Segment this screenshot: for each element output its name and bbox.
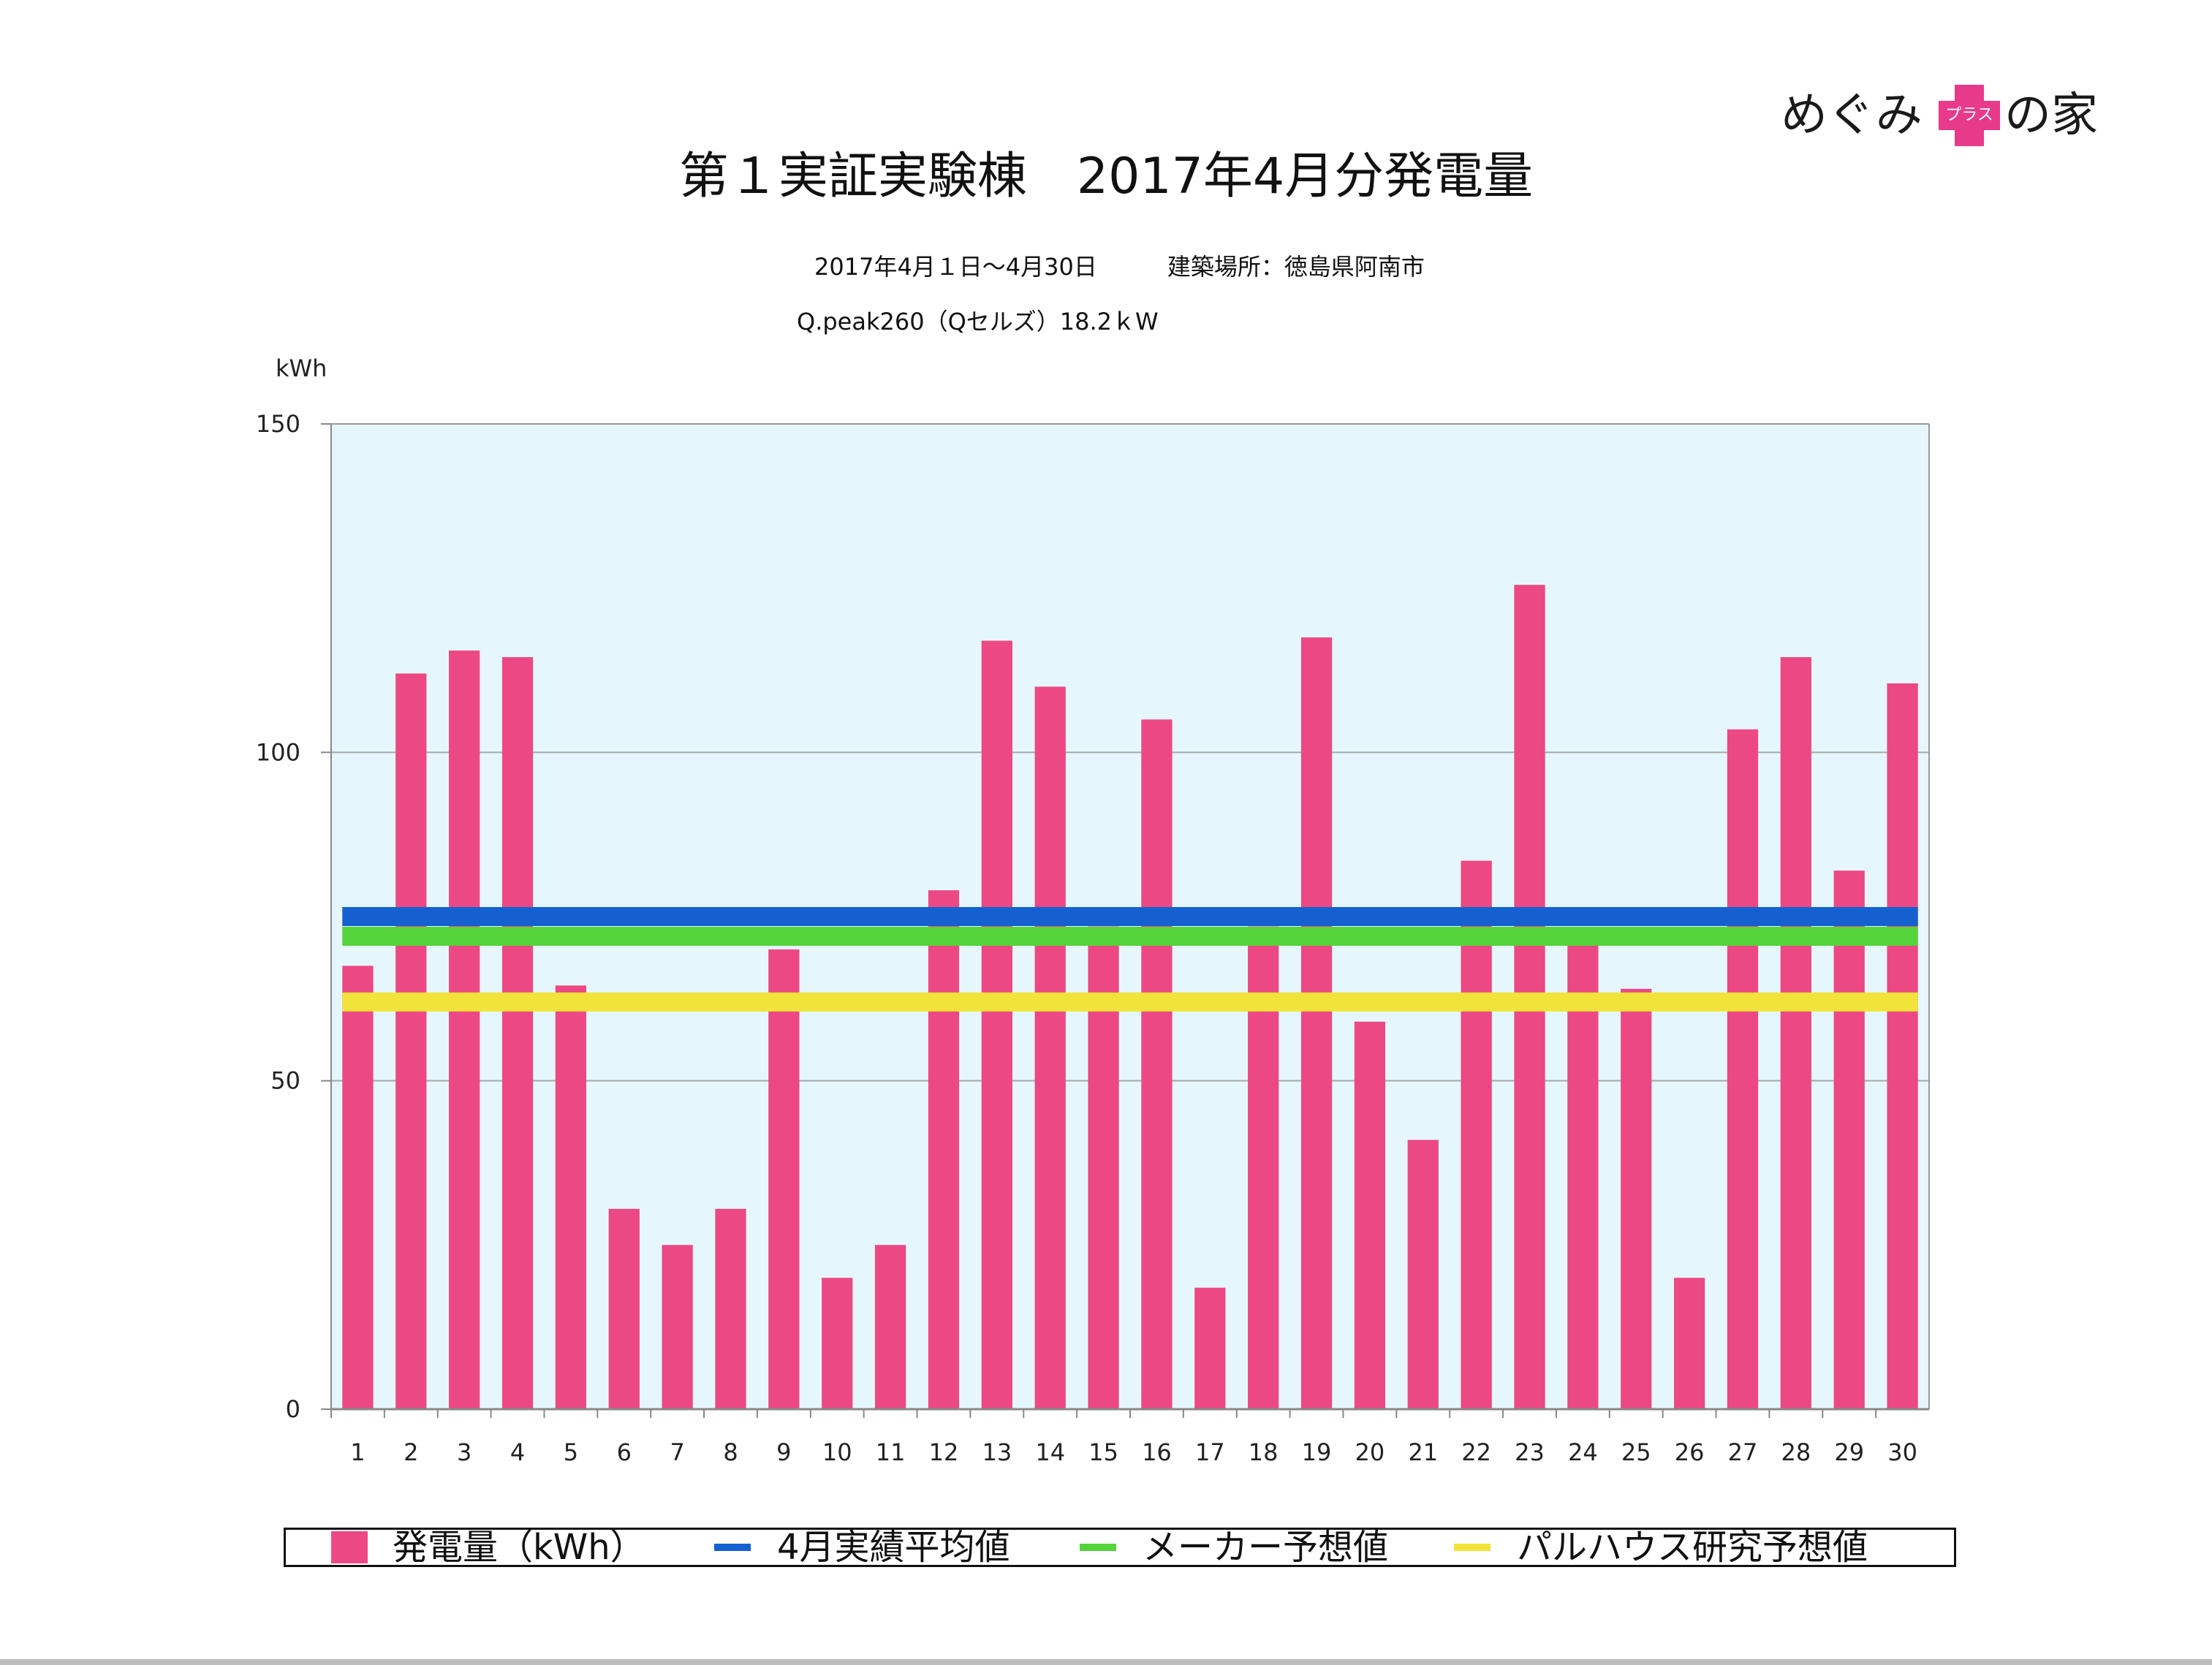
x-tick-label: 1 bbox=[350, 1438, 365, 1466]
y-tick-label: 0 bbox=[286, 1395, 300, 1423]
bar bbox=[1407, 1139, 1439, 1409]
x-tick-label: 17 bbox=[1195, 1438, 1225, 1466]
x-tick-label: 30 bbox=[1887, 1438, 1917, 1466]
y-axis-unit-label: kWh bbox=[276, 354, 327, 382]
x-tick-label: 7 bbox=[670, 1438, 684, 1466]
legend-item-generation: 発電量（kWh） bbox=[331, 1530, 645, 1565]
bar bbox=[1727, 729, 1759, 1409]
x-tick-label: 10 bbox=[822, 1438, 852, 1466]
bar bbox=[662, 1245, 693, 1409]
bar bbox=[395, 673, 427, 1409]
x-tick-label: 9 bbox=[776, 1438, 791, 1466]
x-tick-label: 4 bbox=[510, 1438, 525, 1466]
x-tick-label: 15 bbox=[1088, 1438, 1118, 1466]
bar bbox=[822, 1278, 853, 1409]
legend-label-maker: メーカー予想値 bbox=[1143, 1527, 1389, 1568]
bar bbox=[1833, 871, 1865, 1409]
x-tick-label: 29 bbox=[1834, 1438, 1864, 1466]
bar bbox=[1673, 1278, 1705, 1409]
x-tick-label: 21 bbox=[1408, 1438, 1438, 1466]
bottom-divider bbox=[0, 1659, 2212, 1665]
logo-text-right: の家 bbox=[2004, 88, 2098, 143]
brand-logo: めぐみ プラス の家 bbox=[1781, 79, 2098, 152]
bar bbox=[1141, 719, 1173, 1409]
x-tick-label: 24 bbox=[1568, 1438, 1598, 1466]
x-tick-label: 8 bbox=[723, 1438, 738, 1466]
bar bbox=[1461, 860, 1492, 1409]
legend-item-palhaus: パルハウス研究予想値 bbox=[1454, 1530, 1868, 1565]
x-tick-label: 28 bbox=[1781, 1438, 1811, 1466]
legend-swatch-palhaus bbox=[1454, 1544, 1491, 1551]
legend-label-generation: 発電量（kWh） bbox=[393, 1527, 645, 1568]
x-tick-label: 23 bbox=[1515, 1438, 1545, 1466]
plus-cross-icon: プラス bbox=[1939, 85, 2000, 146]
bar bbox=[1354, 1021, 1386, 1409]
bar bbox=[342, 966, 374, 1409]
bar bbox=[1034, 686, 1066, 1409]
page-title: 第１実証実験棟 2017年4月分発電量 bbox=[678, 148, 1534, 205]
bar bbox=[1300, 637, 1333, 1409]
x-tick-label: 5 bbox=[564, 1438, 578, 1466]
bar bbox=[1621, 988, 1652, 1409]
x-tick-label: 14 bbox=[1035, 1438, 1065, 1466]
legend-label-avg: 4月実績平均値 bbox=[777, 1527, 1010, 1568]
x-tick-label: 18 bbox=[1249, 1438, 1279, 1466]
logo-cross-text: プラス bbox=[1945, 106, 1993, 124]
bar bbox=[1567, 933, 1599, 1409]
y-tick-label: 100 bbox=[256, 738, 300, 766]
x-tick-label: 25 bbox=[1621, 1438, 1651, 1466]
bar bbox=[608, 1208, 640, 1409]
x-tick-label: 16 bbox=[1142, 1438, 1172, 1466]
legend-item-avg: 4月実績平均値 bbox=[714, 1530, 1010, 1565]
bar bbox=[1887, 683, 1918, 1409]
subtitle-period: 2017年4月１日〜4月30日 建築場所：徳島県阿南市 bbox=[814, 253, 1425, 281]
x-tick-label: 3 bbox=[457, 1438, 471, 1466]
bar bbox=[1780, 657, 1811, 1410]
x-tick-label: 20 bbox=[1355, 1438, 1385, 1466]
legend: 発電量（kWh） 4月実績平均値 メーカー予想値 パルハウス研究予想値 bbox=[284, 1528, 1956, 1567]
subtitle-panel: Q.peak260（Qセルズ）18.2ｋW bbox=[797, 308, 1159, 335]
x-tick-label: 19 bbox=[1302, 1438, 1332, 1466]
y-tick-label: 150 bbox=[256, 410, 300, 438]
x-tick-label: 11 bbox=[876, 1438, 906, 1466]
logo-text-left: めぐみ bbox=[1781, 88, 1923, 143]
bar bbox=[555, 985, 587, 1409]
x-tick-label: 12 bbox=[929, 1438, 959, 1466]
legend-swatch-bar bbox=[331, 1531, 368, 1563]
bar bbox=[501, 657, 534, 1410]
x-tick-label: 26 bbox=[1675, 1438, 1705, 1466]
y-tick-label: 50 bbox=[270, 1067, 300, 1095]
legend-swatch-maker bbox=[1080, 1544, 1116, 1551]
x-tick-label: 27 bbox=[1728, 1438, 1758, 1466]
x-tick-label: 6 bbox=[617, 1438, 632, 1466]
bar bbox=[981, 640, 1012, 1409]
bar bbox=[928, 890, 960, 1409]
x-tick-label: 2 bbox=[404, 1438, 418, 1466]
bar bbox=[768, 949, 800, 1409]
x-tick-label: 22 bbox=[1461, 1438, 1491, 1466]
bar bbox=[874, 1245, 906, 1409]
x-tick-label: 13 bbox=[982, 1438, 1012, 1466]
bar bbox=[715, 1208, 746, 1409]
legend-label-palhaus: パルハウス研究予想値 bbox=[1517, 1527, 1868, 1568]
bar bbox=[449, 651, 480, 1409]
legend-item-maker: メーカー予想値 bbox=[1080, 1530, 1388, 1565]
legend-swatch-avg bbox=[714, 1544, 751, 1551]
bar bbox=[1194, 1287, 1226, 1409]
